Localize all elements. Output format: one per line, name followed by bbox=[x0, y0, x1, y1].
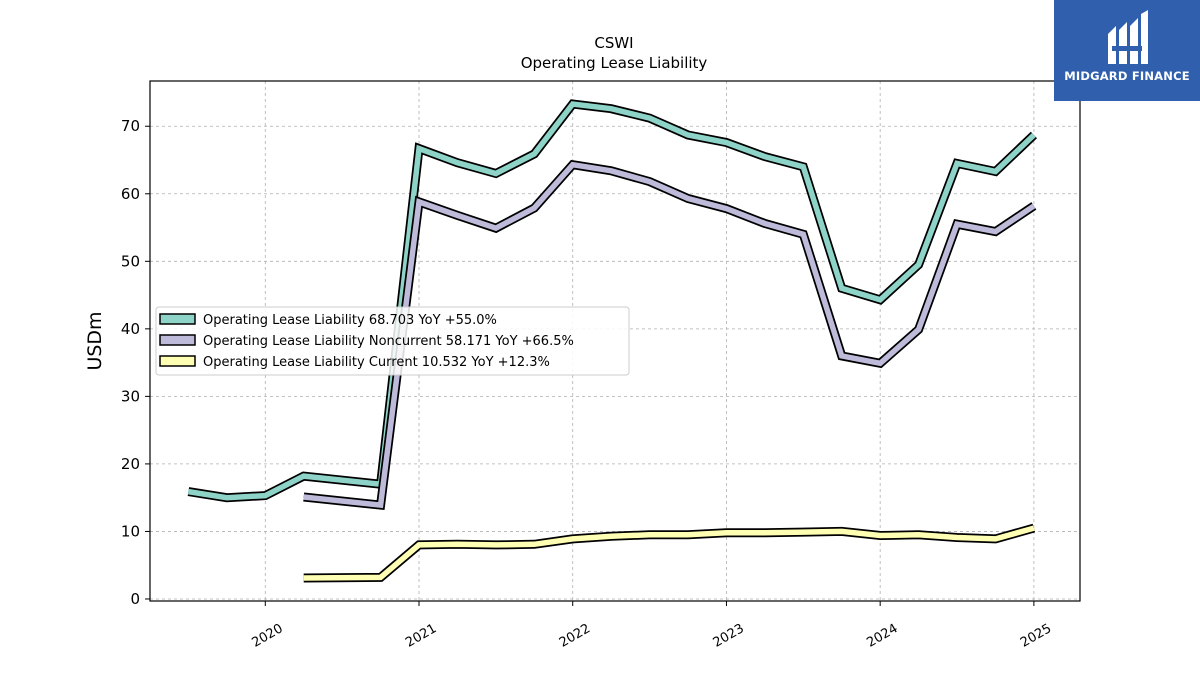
legend: Operating Lease Liability 68.703 YoY +55… bbox=[155, 306, 630, 376]
series-line bbox=[303, 525, 1035, 581]
series-2 bbox=[303, 523, 1036, 583]
legend-swatch bbox=[159, 313, 196, 325]
series-layer bbox=[187, 99, 1038, 583]
y-tick-label: 60 bbox=[121, 185, 140, 203]
y-tick-label: 20 bbox=[121, 455, 140, 473]
y-tick-label: 70 bbox=[121, 117, 140, 135]
y-tick-label: 0 bbox=[130, 590, 140, 608]
legend-label: Operating Lease Liability 68.703 YoY +55… bbox=[203, 313, 497, 328]
x-tick-label: 2024 bbox=[864, 621, 900, 651]
plot-frame bbox=[149, 80, 1081, 602]
y-tick-label: 40 bbox=[121, 320, 140, 338]
axis-ticks: 2020 2021 2022 2023 2024 2025 0 10 20 30 40 50 60 70 bbox=[121, 117, 1054, 650]
x-tick-label: 2025 bbox=[1018, 621, 1054, 651]
x-tick-label: 2021 bbox=[403, 621, 439, 651]
brand-logo: MIDGARD FINANCE bbox=[1054, 0, 1200, 101]
logo-text: MIDGARD FINANCE bbox=[1064, 69, 1190, 83]
legend-box bbox=[155, 306, 630, 376]
series-0 bbox=[187, 99, 1038, 503]
x-tick-label: 2022 bbox=[557, 621, 593, 651]
chart-subtitle: Operating Lease Liability bbox=[521, 54, 708, 72]
series-1 bbox=[303, 159, 1037, 511]
legend-label: Operating Lease Liability Noncurrent 58.… bbox=[203, 334, 574, 349]
y-axis-label: USDm bbox=[84, 311, 106, 370]
series-line-outline bbox=[187, 99, 1038, 503]
legend-swatch bbox=[159, 334, 196, 346]
y-tick-label: 30 bbox=[121, 387, 140, 405]
y-tick-label: 10 bbox=[121, 522, 140, 540]
x-tick-label: 2023 bbox=[711, 621, 747, 651]
legend-label: Operating Lease Liability Current 10.532… bbox=[203, 355, 550, 370]
y-tick-label: 50 bbox=[121, 252, 140, 270]
x-tick-label: 2020 bbox=[249, 621, 285, 651]
legend-swatch bbox=[159, 355, 196, 367]
series-line bbox=[187, 101, 1036, 501]
series-line bbox=[303, 161, 1036, 509]
chart-title: CSWI bbox=[594, 34, 633, 52]
logo-mark-icon bbox=[1108, 10, 1148, 64]
